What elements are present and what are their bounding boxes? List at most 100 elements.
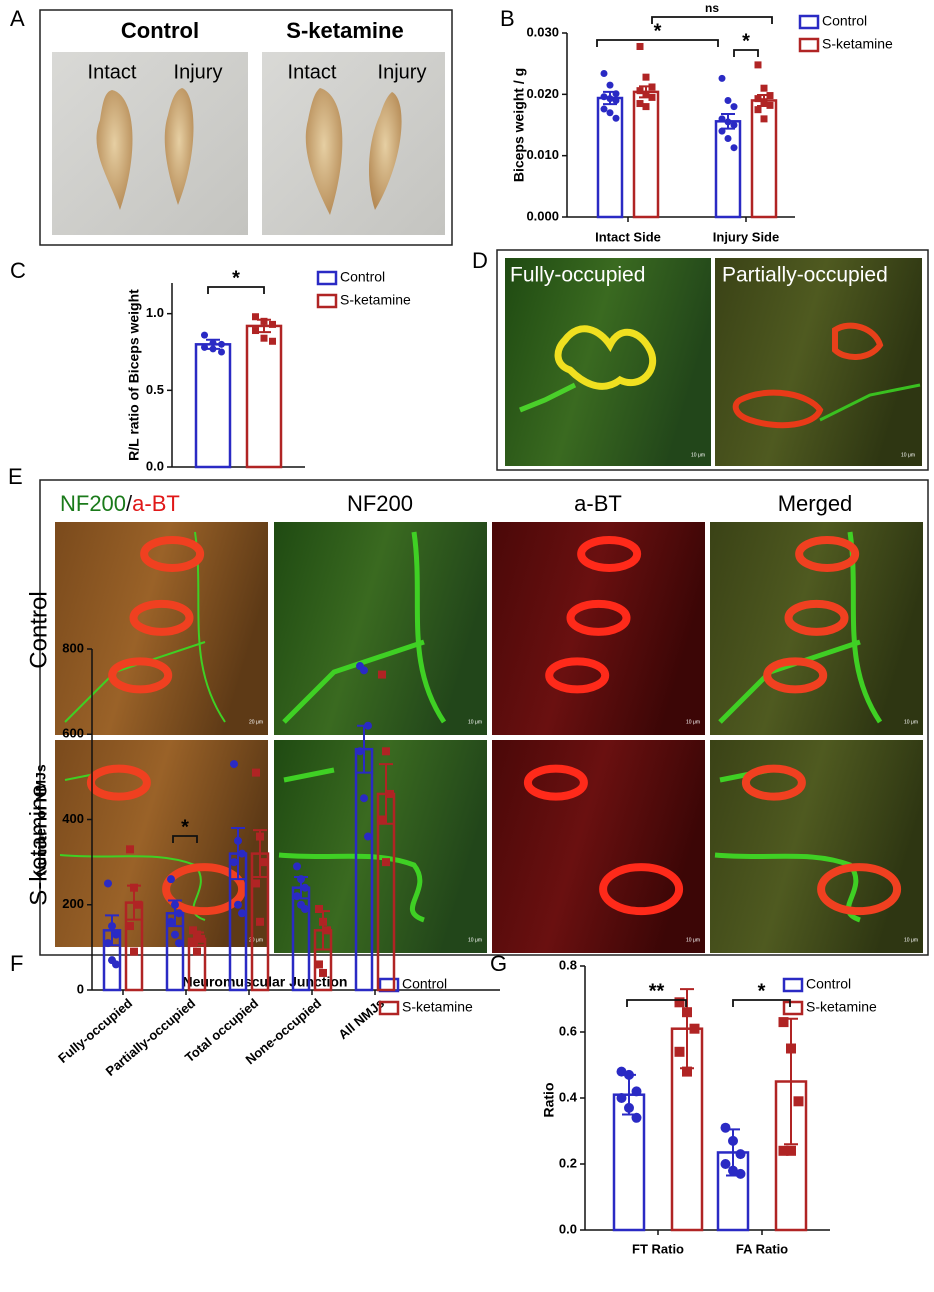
micrograph — [274, 740, 487, 953]
axon — [278, 767, 425, 923]
data-point — [323, 926, 331, 935]
scale-bar-label: 20 μm — [249, 937, 263, 943]
data-point — [315, 905, 323, 914]
data-point — [230, 760, 238, 769]
data-point — [754, 106, 762, 114]
y-tick-label: 200 — [62, 896, 84, 911]
nmj — [795, 535, 860, 572]
nmj — [784, 599, 849, 636]
legend-swatch — [798, 37, 820, 53]
data-point — [674, 997, 685, 1008]
panel-letter: F — [10, 951, 23, 976]
y-tick-label: 0.030 — [526, 24, 559, 39]
data-point — [167, 875, 175, 884]
panel-frame — [39, 9, 453, 246]
data-point — [134, 900, 142, 909]
data-point — [674, 1046, 685, 1057]
data-point — [112, 960, 120, 969]
y-tick-label: 0 — [77, 981, 84, 996]
data-point — [197, 934, 205, 943]
data-point — [612, 90, 620, 98]
significance-label: * — [232, 267, 240, 289]
panel-letter: D — [472, 248, 488, 273]
scale-bar-label: 10 μm — [904, 719, 918, 725]
y-tick-label: 600 — [62, 726, 84, 741]
nmj — [523, 764, 588, 801]
data-point — [301, 883, 309, 892]
data-point — [642, 103, 650, 111]
muscle — [305, 88, 343, 215]
data-point — [600, 69, 608, 77]
data-point — [175, 909, 183, 918]
y-tick-label: 0.0 — [146, 458, 164, 473]
data-point — [238, 849, 246, 858]
nmj — [140, 535, 205, 572]
data-point — [189, 926, 197, 935]
data-point — [293, 892, 301, 901]
legend-label: S-ketamine — [822, 36, 893, 52]
nmj — [162, 863, 247, 916]
data-point — [301, 905, 309, 914]
nmj — [108, 657, 173, 694]
data-point — [728, 1165, 738, 1176]
row-label: Control — [25, 591, 52, 668]
significance-bracket — [172, 835, 198, 843]
data-point — [606, 81, 614, 89]
data-point — [718, 115, 726, 123]
data-point — [760, 115, 768, 123]
nmj — [554, 325, 657, 390]
column-header: NF200 — [347, 491, 413, 516]
row-label: S-ketamine — [25, 784, 52, 905]
significance-label: * — [742, 30, 750, 52]
data-point — [209, 345, 217, 353]
data-point — [648, 93, 656, 101]
data-point — [209, 339, 217, 347]
data-point — [364, 832, 372, 841]
data-point — [193, 930, 201, 939]
significance-label: * — [758, 980, 766, 1002]
y-tick-label: 1.0 — [146, 305, 164, 320]
legend-swatch — [798, 14, 820, 30]
stain-header-part: / — [126, 491, 133, 516]
nmj — [741, 764, 806, 801]
data-point — [360, 666, 368, 675]
photo — [262, 52, 445, 235]
data-point — [730, 144, 738, 152]
data-point — [319, 968, 327, 977]
legend-label: Control — [340, 269, 385, 285]
legend-swatch — [316, 270, 338, 286]
side-label: Intact — [88, 61, 137, 83]
data-point — [760, 98, 768, 106]
y-tick-label: 0.020 — [526, 86, 559, 101]
panel-frame — [496, 249, 929, 471]
legend-label: Control — [402, 976, 447, 992]
nmj — [763, 657, 828, 694]
data-point — [193, 947, 201, 956]
data-point — [642, 73, 650, 81]
data-point — [720, 1159, 731, 1169]
data-point — [189, 939, 197, 948]
data-point — [260, 317, 268, 325]
data-point — [636, 42, 644, 50]
scale-bar-label: 10 μm — [686, 937, 700, 943]
y-tick-label: 400 — [62, 811, 84, 826]
scale-bar-label: 10 μm — [468, 719, 482, 725]
significance-bracket — [651, 16, 773, 24]
data-point — [682, 1007, 692, 1018]
data-point — [269, 320, 276, 328]
y-axis-label: Number of NMJs — [33, 764, 49, 875]
nmj — [566, 599, 631, 636]
data-point — [238, 909, 246, 918]
data-point — [230, 858, 238, 867]
data-point — [728, 1135, 738, 1146]
data-point — [319, 917, 327, 926]
significance-label: ** — [649, 980, 665, 1002]
data-point — [293, 862, 301, 871]
axon — [282, 531, 447, 724]
muscle — [164, 88, 194, 205]
data-point — [356, 747, 364, 756]
y-tick-label: 0.0 — [559, 1221, 577, 1236]
data-point — [600, 93, 608, 101]
data-point — [171, 930, 179, 939]
data-point — [260, 334, 268, 342]
